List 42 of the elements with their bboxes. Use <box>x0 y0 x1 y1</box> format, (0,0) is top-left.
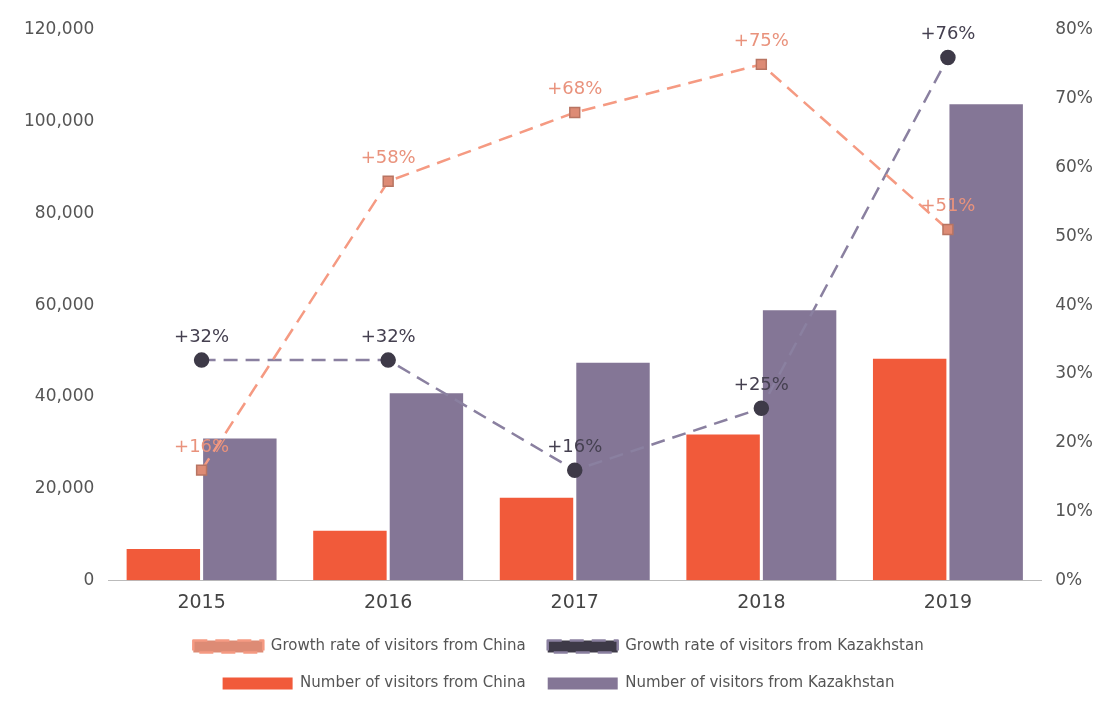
bar <box>499 497 574 581</box>
y-tick-label: 0 <box>83 568 95 589</box>
y2-tick-label: 60% <box>1055 155 1094 176</box>
point <box>382 175 394 188</box>
x-tick-label: 2019 <box>923 589 973 612</box>
y2-tick-label: 40% <box>1055 293 1094 314</box>
data-label: +68% <box>547 77 603 99</box>
bar <box>126 549 201 581</box>
y-tick-label: 120,000 <box>23 18 95 39</box>
bar <box>313 530 387 581</box>
data-label: +32% <box>174 324 230 346</box>
x-tick-label: 2015 <box>177 589 226 612</box>
data-label: +32% <box>360 324 416 346</box>
y-tick-label: 100,000 <box>23 110 95 131</box>
point <box>569 106 581 119</box>
x-tick-label: 2018 <box>737 589 786 612</box>
y-tick-label: 40,000 <box>34 385 95 406</box>
legend-label: Number of visitors from Kazakhstan <box>625 673 895 692</box>
x-tick-label: 2017 <box>550 589 599 612</box>
bar <box>872 358 947 581</box>
data-label: +75% <box>733 29 789 51</box>
point <box>195 464 208 476</box>
y2-tick-label: 0% <box>1055 568 1083 589</box>
data-label: +58% <box>360 145 416 167</box>
x-tick-label: 2016 <box>363 589 413 612</box>
legend-label: Number of visitors from China <box>300 673 526 692</box>
y2-tick-label: 70% <box>1055 87 1094 108</box>
data-label: +76% <box>920 22 976 44</box>
point <box>755 58 768 71</box>
y-tick-label: 80,000 <box>34 201 95 222</box>
y2-tick-label: 50% <box>1055 224 1094 245</box>
data-label: +51% <box>920 194 976 216</box>
legend-label: Growth rate of visitors from China <box>270 636 526 655</box>
bar <box>686 434 760 581</box>
y2-tick-label: 30% <box>1055 362 1094 383</box>
y2-tick-label: 20% <box>1055 431 1094 452</box>
y2-tick-label: 80% <box>1055 18 1094 39</box>
legend-label: Growth rate of visitors from Kazakhstan <box>625 636 924 655</box>
y-tick-label: 60,000 <box>34 293 95 314</box>
point <box>942 223 954 236</box>
y-tick-label: 20,000 <box>34 476 95 497</box>
y2-tick-label: 10% <box>1055 499 1094 520</box>
